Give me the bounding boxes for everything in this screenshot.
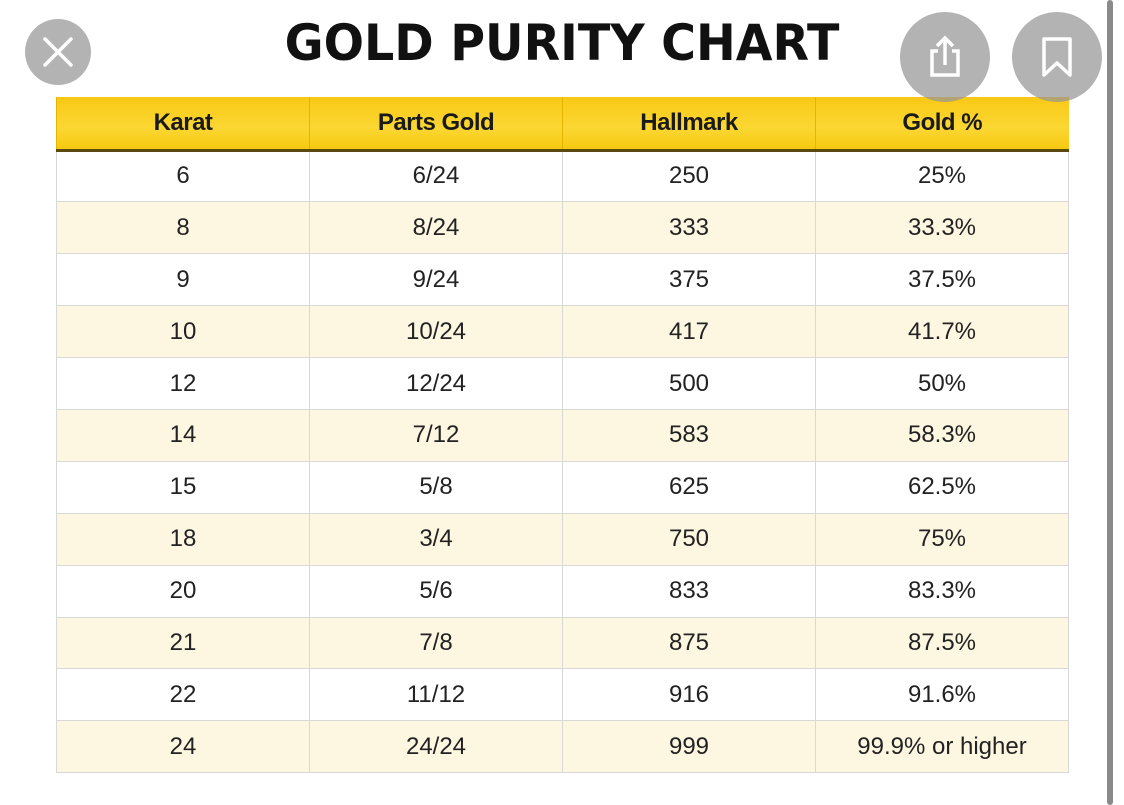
table-row: 12 12/24 500 50% [56, 357, 1069, 410]
table-row: 21 7/8 875 87.5% [56, 616, 1069, 670]
close-icon [43, 37, 73, 67]
table-cell: 24 [56, 720, 310, 774]
table-cell: 12/24 [309, 357, 563, 410]
table-cell: 999 [562, 720, 816, 774]
table-cell: 875 [562, 616, 816, 670]
column-header: Karat [56, 97, 310, 152]
table-cell: 417 [562, 305, 816, 359]
table-row: 24 24/24 999 99.9% or higher [56, 720, 1069, 774]
table-row: 9 9/24 375 37.5% [56, 253, 1069, 307]
table-row: 18 3/4 750 75% [56, 512, 1069, 566]
table-row: 14 7/12 583 58.3% [56, 408, 1069, 462]
table-cell: 583 [562, 408, 816, 462]
bookmark-icon [1042, 37, 1072, 77]
table-cell: 333 [562, 201, 816, 255]
table-cell: 50% [815, 357, 1069, 410]
table-cell: 87.5% [815, 616, 1069, 670]
table-cell: 22 [56, 668, 310, 722]
table-cell: 833 [562, 564, 816, 618]
table-cell: 12 [56, 357, 310, 410]
table-cell: 62.5% [815, 460, 1069, 514]
table-cell: 99.9% or higher [815, 720, 1069, 774]
table-cell: 37.5% [815, 253, 1069, 307]
table-cell: 500 [562, 357, 816, 410]
column-header: Hallmark [562, 97, 816, 152]
table-cell: 7/8 [309, 616, 563, 670]
bookmark-button[interactable] [1012, 12, 1102, 102]
table-cell: 83.3% [815, 564, 1069, 618]
table-cell: 20 [56, 564, 310, 618]
table-cell: 41.7% [815, 305, 1069, 359]
table-cell: 91.6% [815, 668, 1069, 722]
table-cell: 21 [56, 616, 310, 670]
table-cell: 14 [56, 408, 310, 462]
table-cell: 625 [562, 460, 816, 514]
table-cell: 916 [562, 668, 816, 722]
table-cell: 10 [56, 305, 310, 359]
table-cell: 58.3% [815, 408, 1069, 462]
table-cell: 9/24 [309, 253, 563, 307]
table-cell: 6 [56, 149, 310, 203]
close-button[interactable] [25, 19, 91, 85]
table-cell: 7/12 [309, 408, 563, 462]
table-cell: 3/4 [309, 512, 563, 566]
table-cell: 33.3% [815, 201, 1069, 255]
table-cell: 10/24 [309, 305, 563, 359]
table-cell: 250 [562, 149, 816, 203]
table-row: 8 8/24 333 33.3% [56, 201, 1069, 255]
scrollbar[interactable] [1107, 0, 1113, 805]
table-cell: 15 [56, 460, 310, 514]
table-row: 22 11/12 916 91.6% [56, 668, 1069, 722]
table-row: 6 6/24 250 25% [56, 149, 1069, 203]
table-cell: 375 [562, 253, 816, 307]
table-header-row: Karat Parts Gold Hallmark Gold % [56, 97, 1069, 152]
table-cell: 5/8 [309, 460, 563, 514]
table-cell: 11/12 [309, 668, 563, 722]
table-cell: 8 [56, 201, 310, 255]
table-cell: 25% [815, 149, 1069, 203]
table-cell: 9 [56, 253, 310, 307]
table-cell: 24/24 [309, 720, 563, 774]
gold-purity-table: Karat Parts Gold Hallmark Gold % 6 6/24 25… [56, 97, 1069, 774]
share-button[interactable] [900, 12, 990, 102]
table-cell: 75% [815, 512, 1069, 566]
page-title: GOLD PURITY CHART [284, 14, 840, 72]
table-row: 10 10/24 417 41.7% [56, 305, 1069, 359]
share-icon [930, 35, 960, 77]
table-cell: 8/24 [309, 201, 563, 255]
table-cell: 750 [562, 512, 816, 566]
table-cell: 18 [56, 512, 310, 566]
table-cell: 5/6 [309, 564, 563, 618]
table-row: 15 5/8 625 62.5% [56, 460, 1069, 514]
table-row: 20 5/6 833 83.3% [56, 564, 1069, 618]
column-header: Gold % [815, 97, 1069, 152]
table-cell: 6/24 [309, 149, 563, 203]
column-header: Parts Gold [309, 97, 563, 152]
